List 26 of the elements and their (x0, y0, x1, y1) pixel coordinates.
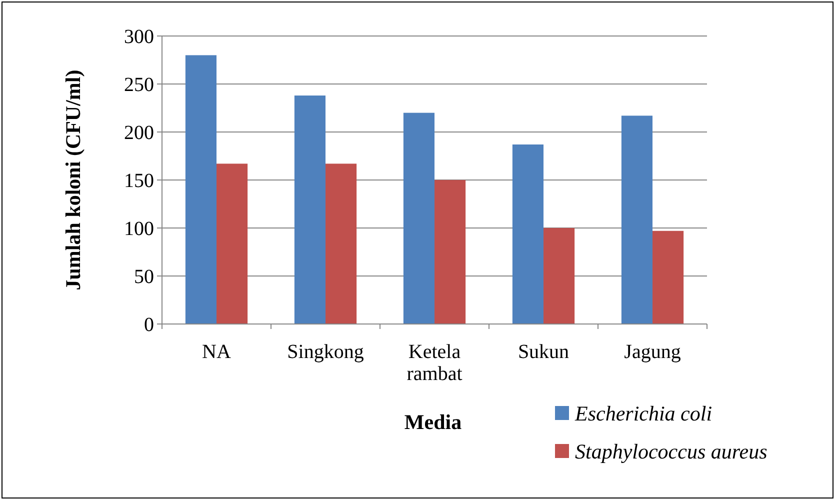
bar (294, 96, 326, 324)
y-tick-label: 250 (124, 74, 154, 96)
x-tick-label: Jagung (624, 341, 681, 363)
y-tick-label: 100 (124, 218, 154, 240)
y-tick-label: 50 (134, 266, 154, 288)
bar (185, 55, 216, 324)
legend-label: Staphylococcus aureus (575, 439, 768, 464)
bar (544, 228, 575, 324)
legend-label: Escherichia coli (574, 401, 712, 426)
bar (326, 164, 357, 324)
y-tick-label: 300 (124, 26, 154, 48)
y-tick-label: 150 (124, 170, 154, 192)
x-tick-label: Sukun (518, 341, 570, 363)
bar (216, 164, 248, 324)
bar (652, 230, 684, 324)
x-tick-label: Singkong (287, 341, 364, 363)
bar (512, 144, 544, 324)
x-tick-label: NA (202, 341, 232, 363)
x-tick-label: Ketela rambat (406, 341, 463, 385)
bar (403, 112, 434, 324)
x-axis-title: Media (404, 410, 462, 434)
y-tick-label: 200 (124, 122, 154, 144)
bar (621, 116, 652, 324)
y-axis-title: Jumlah koloni (CFU/ml) (61, 70, 85, 290)
bar (434, 180, 466, 324)
y-tick-label: 0 (144, 314, 154, 336)
